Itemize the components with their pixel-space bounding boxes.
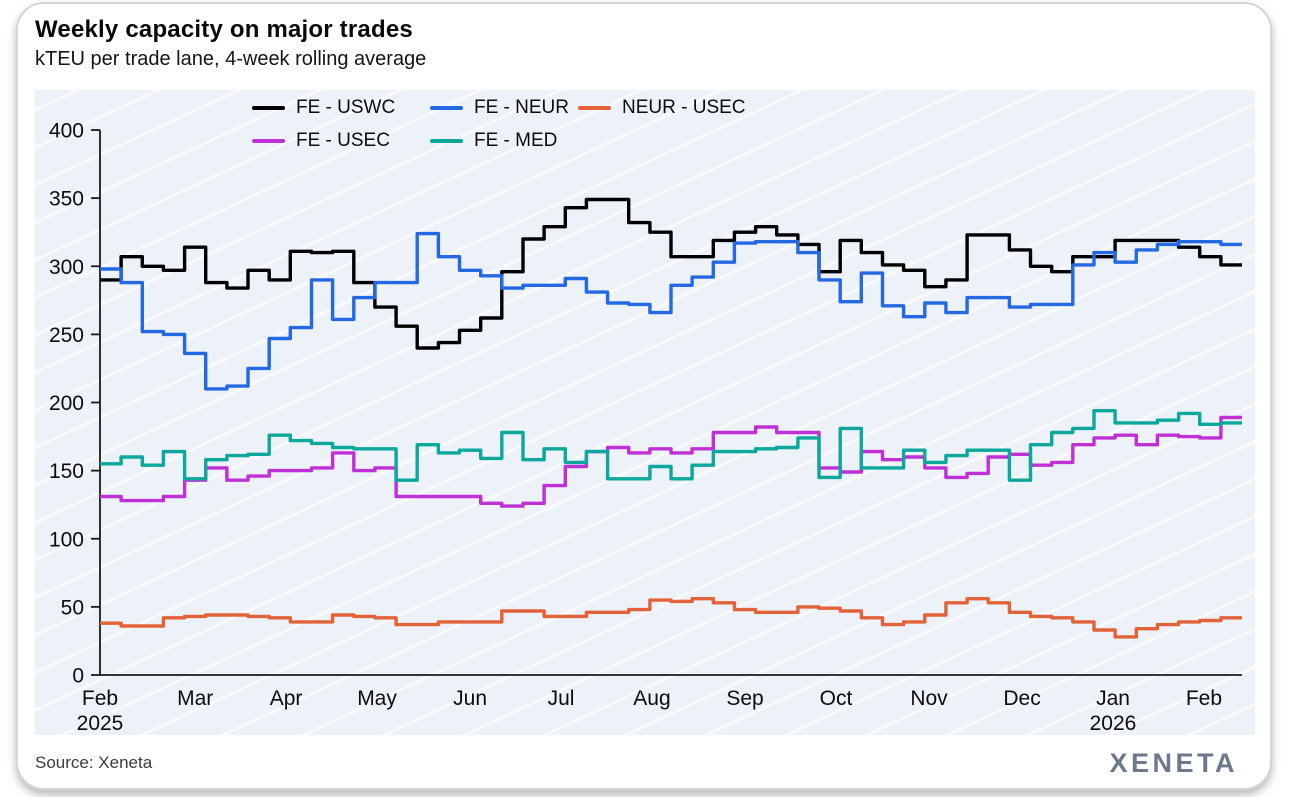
y-tick-label: 100 — [49, 528, 84, 551]
xeneta-logo: XENETA — [1109, 748, 1238, 778]
x-tick-label: Nov — [910, 687, 948, 710]
x-tick-label: Sep — [726, 687, 763, 710]
legend-label: FE - USEC — [296, 129, 390, 151]
x-tick-label: Aug — [633, 687, 670, 710]
x-tick-label: Apr — [270, 687, 303, 710]
legend-swatch-icon — [252, 105, 285, 110]
legend-label: FE - NEUR — [474, 96, 569, 118]
legend-swatch-icon — [578, 105, 611, 110]
y-tick-label: 250 — [49, 324, 84, 347]
chart-line-NEUR-USEC — [100, 597, 1242, 639]
x-tick-sublabel: 2026 — [1090, 712, 1137, 735]
y-tick-label: 200 — [49, 392, 84, 415]
y-tick-label: 50 — [61, 596, 84, 619]
legend-item-FE-USWC: FE - USWC — [252, 97, 430, 119]
y-tick-label: 350 — [49, 188, 84, 211]
legend-label: NEUR - USEC — [622, 96, 746, 118]
legend-item-FE-USEC: FE - USEC — [252, 130, 430, 152]
chart-line-FE-USEC — [100, 415, 1242, 508]
legend-swatch-icon — [430, 105, 463, 110]
legend-label: FE - MED — [474, 129, 558, 151]
x-tick-label: Feb — [82, 687, 118, 710]
chart-legend: FE - USWC FE - NEUR NEUR - USEC FE - USEC FE… — [252, 91, 746, 157]
x-tick-sublabel: 2025 — [77, 712, 124, 735]
x-tick-label: May — [357, 687, 397, 710]
source-note: Source: Xeneta — [35, 753, 153, 772]
y-tick-label: 0 — [72, 665, 84, 688]
chart-line-FE-MED — [100, 409, 1242, 482]
chart-panel: 0 50 100 150 200 250 300 350 400 Feb 2025 Mar Apr May… — [35, 90, 1255, 735]
x-tick-label: Dec — [1003, 687, 1040, 710]
x-tick-label: Feb — [1186, 687, 1222, 710]
x-tick-label: Jul — [548, 687, 575, 710]
legend-item-FE-MED: FE - MED — [430, 130, 578, 152]
y-tick-label: 150 — [49, 460, 84, 483]
chart-line-FE-USWC — [100, 197, 1242, 350]
x-tick-label: Mar — [177, 687, 213, 710]
page-subtitle: kTEU per trade lane, 4-week rolling aver… — [35, 48, 427, 70]
legend-label: FE - USWC — [296, 96, 396, 118]
y-tick-label: 300 — [49, 256, 84, 279]
x-tick-label: Jun — [453, 687, 487, 710]
legend-swatch-icon — [252, 138, 285, 143]
x-tick-label: Oct — [820, 687, 853, 710]
chart-line-FE-NEUR — [100, 231, 1242, 391]
y-tick-label: 400 — [49, 120, 84, 143]
x-tick-label: Jan — [1096, 687, 1130, 710]
legend-item-NEUR-USEC: NEUR - USEC — [578, 97, 746, 119]
legend-item-FE-NEUR: FE - NEUR — [430, 97, 578, 119]
legend-swatch-icon — [430, 138, 463, 143]
page-title: Weekly capacity on major trades — [35, 16, 413, 43]
